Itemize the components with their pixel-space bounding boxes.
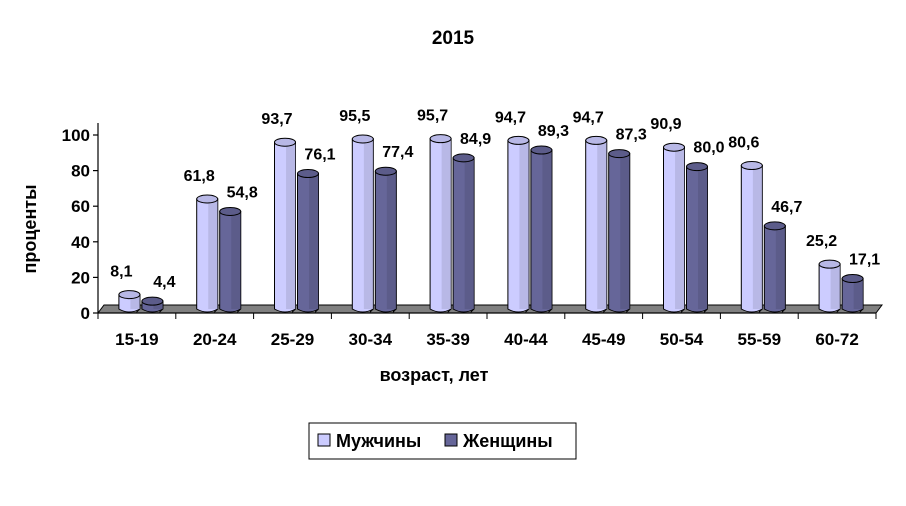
bar-women <box>608 149 631 313</box>
bar-women <box>841 274 864 313</box>
data-label-men: 95,5 <box>339 108 370 125</box>
y-tick-label: 100 <box>62 126 90 145</box>
x-tick-label: 40-44 <box>504 330 548 349</box>
data-labels: 8,14,461,854,893,776,195,577,495,784,994… <box>110 108 880 292</box>
bar-women <box>374 166 397 313</box>
bars <box>118 134 864 313</box>
bar-men <box>274 137 296 313</box>
x-tick-label: 50-54 <box>660 330 704 349</box>
data-label-men: 94,7 <box>495 109 526 126</box>
data-label-women: 76,1 <box>304 147 335 164</box>
bar-women <box>530 145 553 313</box>
x-tick-label: 15-19 <box>115 330 158 349</box>
bar-women <box>686 162 708 313</box>
data-label-women: 54,8 <box>227 184 258 201</box>
y-tick-label: 80 <box>71 162 90 181</box>
data-label-men: 94,7 <box>573 109 604 126</box>
x-tick-label: 20-24 <box>193 330 237 349</box>
data-label-women: 77,4 <box>382 144 413 161</box>
legend-label-men: Мужчины <box>336 431 421 451</box>
x-tick-label: 55-59 <box>738 330 781 349</box>
bar-men <box>585 135 608 313</box>
data-label-women: 4,4 <box>153 274 175 291</box>
x-tick-label: 60-72 <box>815 330 858 349</box>
y-tick-label: 60 <box>71 197 90 216</box>
y-axis-label: проценты <box>20 185 40 274</box>
data-label-men: 90,9 <box>650 116 681 133</box>
data-label-men: 93,7 <box>261 111 292 128</box>
y-tick-label: 0 <box>81 304 90 323</box>
data-label-men: 80,6 <box>728 135 759 152</box>
bar-men <box>507 135 530 313</box>
bar-women <box>297 169 319 313</box>
bar-men <box>351 134 374 313</box>
x-axis: 15-19 20-24 25-29 30-34 35-39 40-44 45-49 50-54… <box>97 313 877 349</box>
y-tick-label: 20 <box>71 268 90 287</box>
data-label-women: 46,7 <box>771 199 802 216</box>
bar-women <box>763 221 786 313</box>
bar-women <box>452 153 475 313</box>
bar-men <box>118 290 141 313</box>
data-label-men: 8,1 <box>110 264 132 281</box>
y-tick-label: 40 <box>71 233 90 252</box>
data-label-women: 89,3 <box>538 123 569 140</box>
data-label-men: 61,8 <box>184 168 215 185</box>
chart-title: 2015 <box>432 28 475 49</box>
data-label-women: 84,9 <box>460 131 491 148</box>
bar-women <box>141 296 164 313</box>
data-label-women: 87,3 <box>616 127 647 144</box>
bar-men <box>663 142 685 313</box>
bar-women <box>219 206 242 313</box>
data-label-women: 80,0 <box>693 140 724 157</box>
x-tick-label: 35-39 <box>426 330 469 349</box>
bar-men <box>740 161 763 313</box>
bar-men <box>818 259 841 313</box>
x-tick-label: 25-29 <box>271 330 314 349</box>
legend-swatch-women <box>444 433 458 447</box>
x-tick-label: 45-49 <box>582 330 625 349</box>
x-tick-label: 30-34 <box>349 330 393 349</box>
legend-label-women: Женщины <box>462 431 553 451</box>
y-axis: 0 20 40 60 80 100 <box>62 123 99 323</box>
data-label-women: 17,1 <box>849 252 880 269</box>
legend: Мужчины Женщины <box>308 422 577 460</box>
x-axis-label: возраст, лет <box>380 365 489 385</box>
bar-men <box>429 134 452 313</box>
legend-swatch-men <box>317 433 331 447</box>
legend-box <box>308 422 577 460</box>
data-label-men: 95,7 <box>417 108 448 125</box>
bar-men <box>196 194 219 313</box>
data-label-men: 25,2 <box>806 233 837 250</box>
